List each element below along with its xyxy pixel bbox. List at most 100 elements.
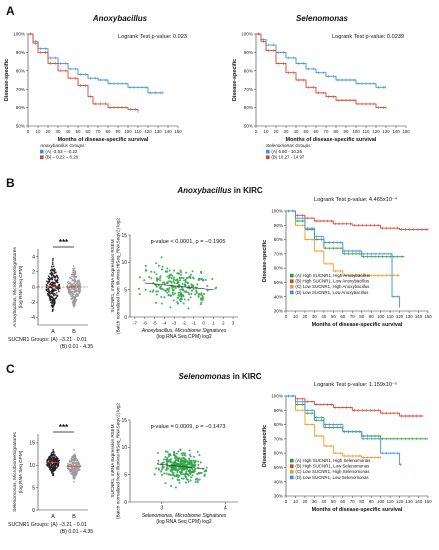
data-point [47, 275, 50, 278]
data-point [177, 272, 180, 275]
x-tick-label: -3 [172, 321, 177, 326]
data-point [201, 298, 204, 301]
data-point [202, 279, 205, 282]
data-point [166, 460, 169, 463]
data-point [68, 289, 71, 291]
data-point [71, 301, 74, 303]
data-point [73, 478, 75, 480]
data-point [183, 452, 186, 455]
correlation-plot-selenomonas: 15 10 5 0 3 4 p-value = 0.0009, ρ = −0.1473 SUC… [110, 403, 238, 525]
data-point [46, 280, 48, 283]
data-point [79, 289, 81, 292]
data-point [190, 461, 193, 464]
data-point [172, 472, 175, 475]
data-point [52, 468, 55, 470]
legend-swatch-2 [290, 464, 294, 468]
data-point [52, 463, 55, 465]
x-tick-label: 0 [285, 499, 288, 504]
data-point [155, 262, 158, 265]
data-point [159, 470, 162, 473]
x-tick-label: 110 [387, 314, 395, 319]
km-chart-selenomonas-sucnr1: 100% 90% 80% 70% 60% 50% 40% 30%0 10 20 30 40 50 60 70… [262, 381, 432, 513]
data-point [198, 453, 201, 457]
data-point [72, 279, 74, 282]
data-point [52, 282, 55, 285]
legend-label-1: (A) High SUCNR1, High Selenomonas [295, 458, 371, 463]
legend-swatch-1 [266, 149, 270, 154]
x-tick-label: 60 [340, 314, 345, 319]
data-point [163, 458, 166, 461]
data-point [183, 298, 186, 301]
x-tick-label: 20 [302, 314, 307, 319]
data-point [73, 481, 75, 483]
data-point [56, 295, 58, 297]
data-point [211, 277, 214, 280]
data-point [77, 280, 79, 282]
data-point [163, 296, 166, 299]
data-point [185, 470, 188, 473]
data-point [186, 276, 190, 279]
x-tick-label: 30 [312, 314, 317, 319]
y-tick-label: 60% [274, 266, 283, 271]
data-point [53, 272, 56, 274]
data-point [166, 275, 169, 278]
data-point [198, 478, 201, 481]
data-point [72, 296, 74, 299]
x-tick-label: 50 [304, 129, 309, 134]
x-tick-label: 10 [264, 129, 269, 134]
x-tick-label: 150 [424, 499, 432, 504]
data-point [179, 291, 182, 294]
data-point [51, 281, 54, 283]
data-point [73, 473, 75, 475]
data-point [45, 286, 48, 289]
y-tick-label: 100% [13, 32, 25, 37]
data-point [73, 290, 76, 293]
data-point [160, 256, 163, 259]
data-point [178, 467, 181, 471]
data-point [189, 296, 192, 299]
data-point [188, 449, 191, 452]
data-point [48, 276, 51, 279]
legend-swatch-2 [40, 155, 44, 159]
data-point [66, 467, 69, 470]
x-tick-label: 120 [396, 499, 404, 504]
legend-label-1: (A) 6.80 - 10.26 [271, 149, 302, 154]
data-point [179, 269, 182, 272]
x-axis-title: Months of disease-specific survival [312, 322, 403, 328]
y-axis-title-line: Anoxybacillus, MicrobiomeSignatures [12, 247, 18, 327]
data-point [70, 283, 72, 286]
data-point [187, 473, 190, 476]
data-point [51, 266, 53, 268]
y-tick-label: 90% [274, 408, 283, 413]
data-point [187, 298, 190, 301]
y-tick-label: 40% [274, 294, 283, 299]
data-point [186, 281, 189, 284]
y-axis-title-line: (Batch normalized from Illumina HiSeq_RN… [116, 218, 121, 334]
data-point [181, 282, 184, 286]
data-point [76, 293, 78, 296]
data-point [191, 467, 194, 470]
data-point [185, 463, 188, 467]
x-tick-label: 60 [86, 129, 91, 134]
data-point [175, 459, 178, 462]
data-point [168, 280, 171, 283]
data-point [53, 289, 55, 292]
data-point [161, 268, 164, 271]
data-point [56, 457, 58, 459]
data-point [186, 460, 189, 463]
data-point [68, 282, 70, 285]
data-point [182, 477, 185, 480]
legend-label-1: (A) High SUCNR1, High Anoxybacillus [295, 273, 370, 278]
data-point [75, 473, 78, 476]
data-point [161, 265, 164, 268]
data-point [162, 466, 165, 469]
data-point [46, 288, 49, 291]
data-point [194, 461, 197, 464]
data-point [169, 473, 172, 476]
y-axis-title-line: (log RNA Seq CPM) [18, 450, 24, 493]
data-point [189, 277, 192, 280]
data-point [188, 293, 191, 296]
y-tick-label: 50% [16, 124, 25, 129]
data-point [188, 461, 191, 464]
data-point [196, 283, 199, 286]
